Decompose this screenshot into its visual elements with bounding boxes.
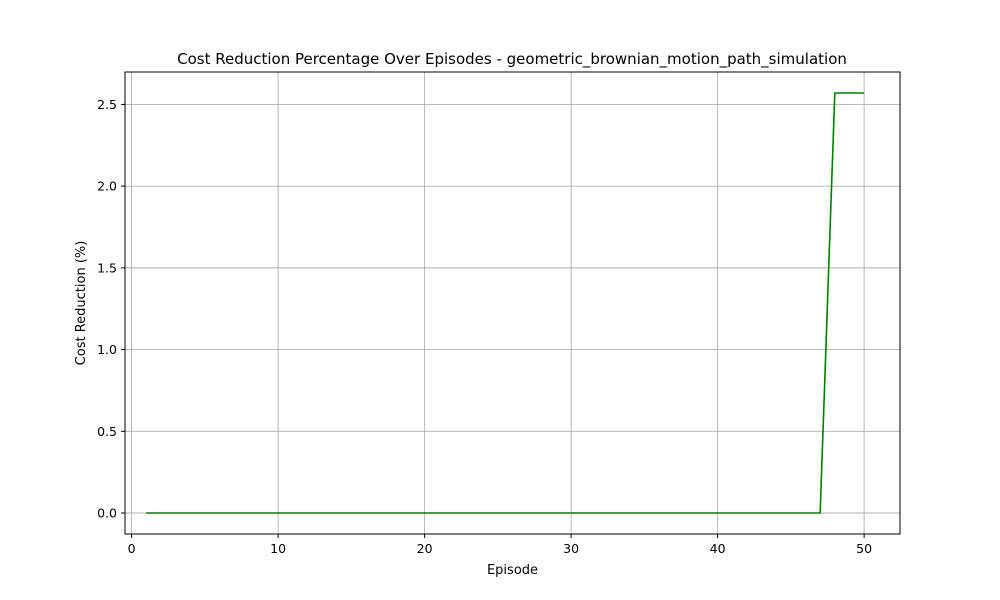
x-tick-label: 0 — [128, 541, 136, 556]
x-tick-label: 20 — [417, 541, 433, 556]
y-tick-label: 0.0 — [97, 506, 117, 521]
chart-title: Cost Reduction Percentage Over Episodes … — [177, 50, 847, 69]
plot-frame — [124, 71, 901, 535]
grid — [125, 72, 900, 534]
x-axis-label: Episode — [487, 563, 538, 578]
y-tick-label: 0.5 — [97, 424, 117, 439]
x-tick-label: 30 — [563, 541, 579, 556]
x-tick-label: 10 — [270, 541, 286, 556]
y-axis-label: Cost Reduction (%) — [74, 241, 89, 366]
y-tick-label: 2.5 — [97, 97, 117, 112]
x-tick-label: 40 — [710, 541, 726, 556]
series-line — [146, 92, 865, 514]
axis-ticks: 0 10 20 30 40 50 0.0 0.5 1.0 1.5 2.0 2.5 — [97, 97, 872, 556]
x-tick-label: 50 — [856, 541, 872, 556]
y-tick-label: 1.0 — [97, 342, 117, 357]
plot-area — [146, 92, 865, 514]
y-tick-label: 1.5 — [97, 260, 117, 275]
y-tick-label: 2.0 — [97, 179, 117, 194]
